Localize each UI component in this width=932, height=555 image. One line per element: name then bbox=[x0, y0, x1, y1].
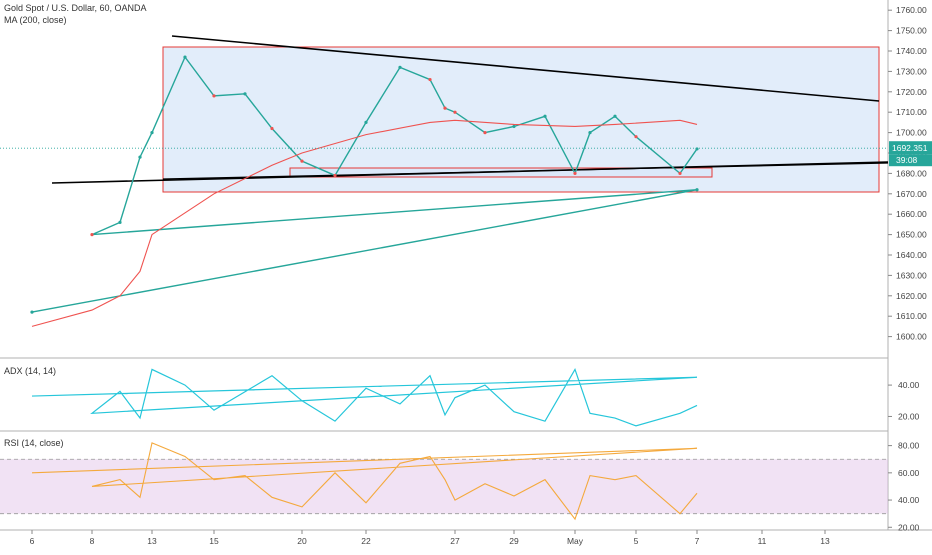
y-tick-label: 1710.00 bbox=[896, 107, 927, 117]
upper-trendline bbox=[171, 35, 880, 102]
rsi-y-tick-label: 80.00 bbox=[898, 441, 920, 451]
price-point bbox=[453, 110, 457, 114]
price-point bbox=[270, 126, 274, 131]
price-point bbox=[573, 171, 577, 175]
x-tick-label: 7 bbox=[695, 536, 700, 546]
y-tick-label: 1600.00 bbox=[896, 332, 927, 342]
price-point bbox=[588, 131, 592, 135]
x-tick-label: 11 bbox=[758, 536, 767, 546]
y-tick-label: 1760.00 bbox=[896, 5, 927, 15]
price-point bbox=[428, 77, 432, 82]
rsi-y-tick-label: 60.00 bbox=[898, 468, 920, 478]
price-point bbox=[613, 114, 617, 118]
price-point bbox=[483, 131, 487, 135]
ma-line bbox=[31, 119, 698, 327]
x-tick-label: 29 bbox=[509, 536, 519, 546]
price-point bbox=[30, 310, 34, 314]
countdown-label: 39:08 bbox=[896, 155, 918, 165]
adx-legend: ADX (14, 14) bbox=[4, 365, 56, 377]
rsi-y-tick-label: 20.00 bbox=[898, 522, 920, 532]
y-tick-label: 1640.00 bbox=[896, 250, 927, 260]
price-point bbox=[300, 159, 304, 163]
x-tick-label: May bbox=[567, 536, 584, 546]
y-tick-label: 1620.00 bbox=[896, 291, 927, 301]
price-point bbox=[398, 65, 402, 69]
price-point bbox=[138, 155, 142, 159]
ma-legend-label: MA (200, close) bbox=[4, 15, 67, 25]
y-tick-label: 1700.00 bbox=[896, 128, 927, 138]
price-point bbox=[634, 135, 638, 139]
price-point bbox=[678, 171, 682, 175]
price-legend: Gold Spot / U.S. Dollar, 60, OANDA MA (2… bbox=[4, 2, 147, 26]
x-tick-label: 27 bbox=[450, 536, 460, 546]
price-point bbox=[183, 55, 187, 59]
x-tick-label: 22 bbox=[361, 536, 371, 546]
x-tick-label: 20 bbox=[297, 536, 307, 546]
chart-title: Gold Spot / U.S. Dollar, 60, OANDA bbox=[4, 3, 147, 13]
price-point bbox=[443, 106, 447, 110]
price-point bbox=[212, 94, 216, 98]
current-price-label: 1692.351 bbox=[892, 143, 928, 153]
price-point bbox=[243, 92, 247, 96]
lower-trendline-2 bbox=[162, 162, 889, 180]
x-tick-label: 13 bbox=[147, 536, 157, 546]
rsi-y-tick-label: 40.00 bbox=[898, 495, 920, 505]
y-tick-label: 1680.00 bbox=[896, 168, 927, 178]
adx-line bbox=[31, 367, 698, 427]
current-price-tag bbox=[889, 141, 932, 155]
price-point bbox=[150, 131, 154, 135]
y-tick-label: 1670.00 bbox=[896, 189, 927, 199]
price-point bbox=[695, 188, 699, 192]
x-tick-label: 13 bbox=[820, 536, 830, 546]
adx-y-tick-label: 40.00 bbox=[898, 380, 920, 390]
adx-legend-label: ADX (14, 14) bbox=[4, 366, 57, 376]
price-point bbox=[695, 147, 699, 151]
countdown-tag bbox=[889, 154, 932, 167]
x-tick-label: 6 bbox=[30, 536, 35, 546]
y-tick-label: 1750.00 bbox=[896, 26, 927, 36]
rsi-legend-label: RSI (14, close) bbox=[4, 438, 64, 448]
rsi-band bbox=[0, 459, 888, 514]
price-point bbox=[118, 220, 122, 224]
y-tick-label: 1730.00 bbox=[896, 66, 927, 76]
rsi-legend: RSI (14, close) bbox=[4, 437, 64, 449]
price-point bbox=[90, 233, 94, 237]
price-point bbox=[543, 114, 547, 118]
price-line bbox=[31, 55, 698, 313]
y-tick-label: 1610.00 bbox=[896, 311, 927, 321]
y-tick-label: 1740.00 bbox=[896, 46, 927, 56]
price-point bbox=[512, 124, 516, 129]
rsi-line bbox=[31, 442, 698, 521]
y-tick-label: 1650.00 bbox=[896, 230, 927, 240]
y-tick-label: 1660.00 bbox=[896, 209, 927, 219]
y-tick-label: 1630.00 bbox=[896, 270, 927, 280]
x-tick-label: 5 bbox=[634, 536, 639, 546]
x-tick-label: 8 bbox=[90, 536, 95, 546]
price-point bbox=[333, 173, 337, 178]
x-tick-label: 15 bbox=[209, 536, 219, 546]
adx-y-tick-label: 20.00 bbox=[898, 411, 920, 421]
price-point bbox=[364, 120, 368, 124]
y-tick-label: 1720.00 bbox=[896, 87, 927, 97]
